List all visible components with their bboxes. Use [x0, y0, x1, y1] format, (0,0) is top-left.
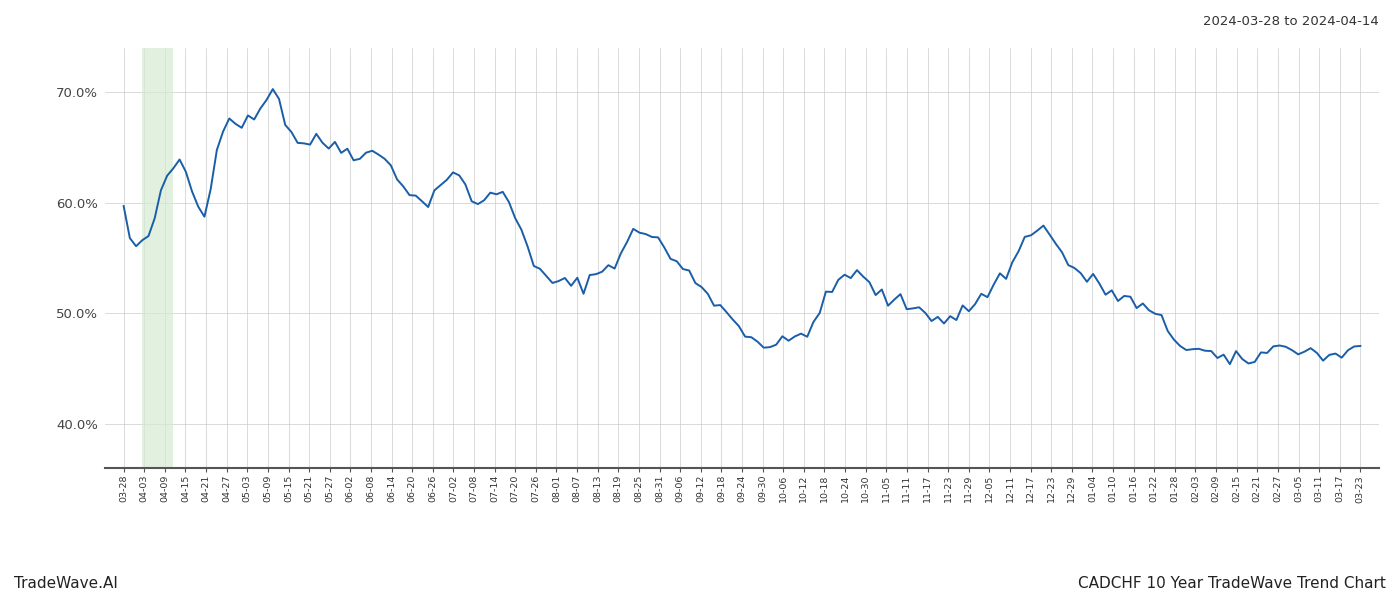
Bar	[143, 48, 174, 468]
Text: TradeWave.AI: TradeWave.AI	[14, 576, 118, 591]
Text: 2024-03-28 to 2024-04-14: 2024-03-28 to 2024-04-14	[1203, 15, 1379, 28]
Text: CADCHF 10 Year TradeWave Trend Chart: CADCHF 10 Year TradeWave Trend Chart	[1078, 576, 1386, 591]
